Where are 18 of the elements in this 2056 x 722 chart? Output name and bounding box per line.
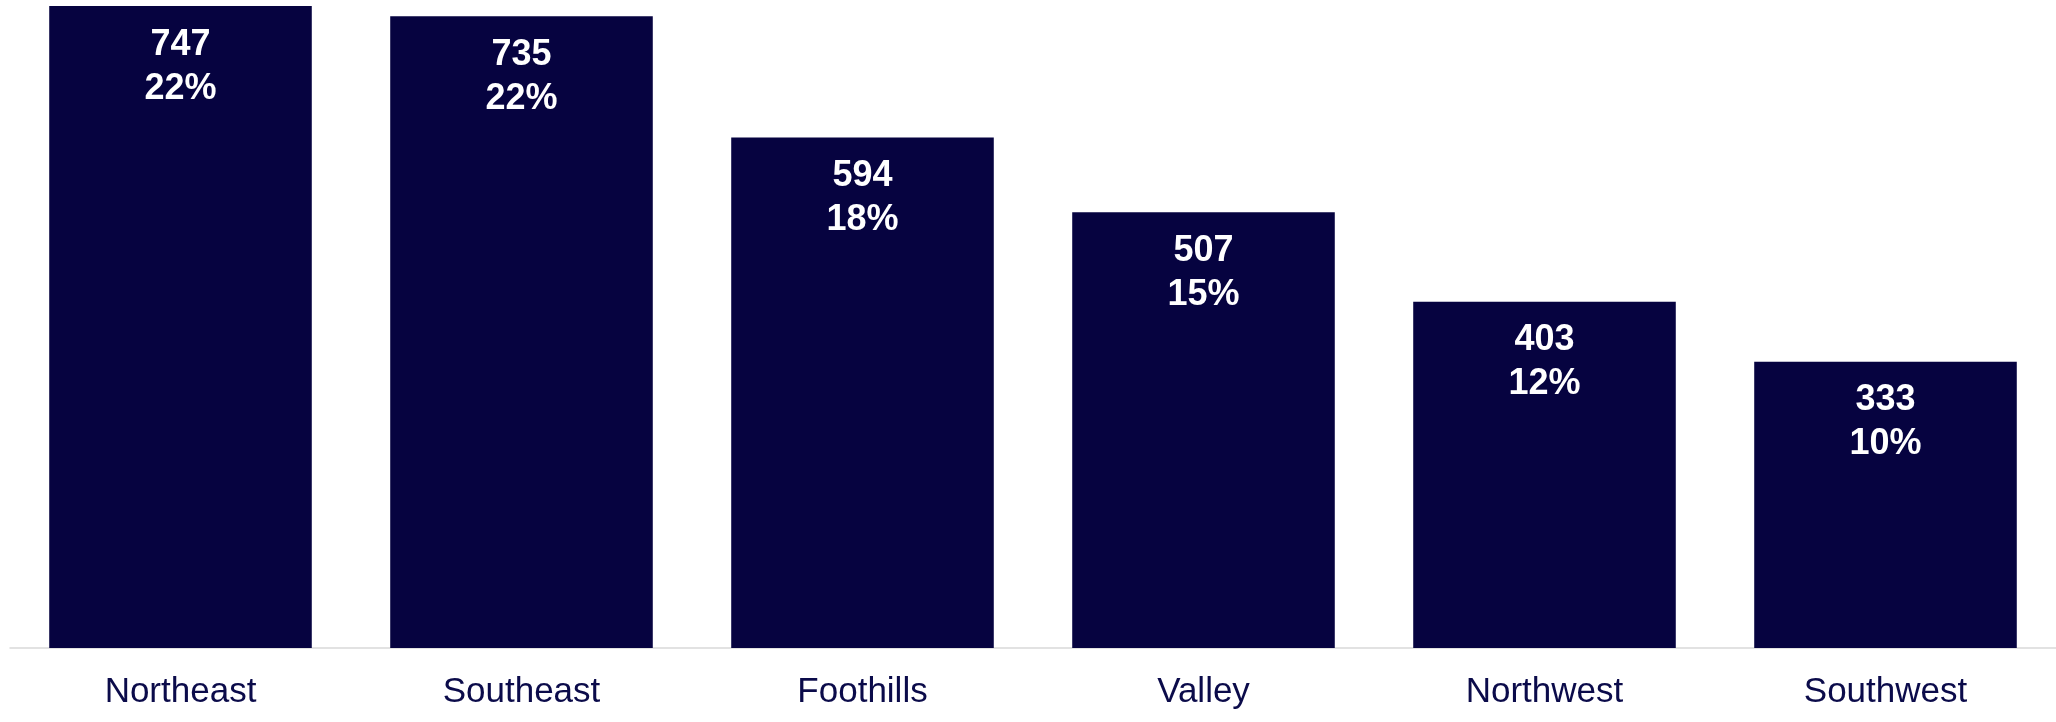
data-label: 403 12% — [1508, 317, 1581, 403]
data-label: 747 22% — [144, 21, 217, 107]
data-label: 594 18% — [826, 152, 899, 238]
x-tick-label: Southeast — [442, 670, 601, 709]
bar — [1413, 301, 1676, 648]
data-label: 735 22% — [485, 31, 558, 117]
data-label: 333 10% — [1849, 377, 1922, 463]
x-tick-label: Foothills — [797, 670, 928, 709]
bar — [731, 137, 994, 648]
x-tick-label: Valley — [1157, 670, 1251, 709]
x-tick-label: Northwest — [1465, 670, 1624, 709]
bar — [390, 16, 653, 648]
bar — [49, 6, 312, 648]
bar — [1754, 361, 2017, 648]
x-tick-label: Southwest — [1803, 670, 1968, 709]
data-label: 507 15% — [1167, 227, 1240, 313]
bar — [1072, 212, 1335, 648]
x-tick-label: Northeast — [104, 670, 257, 709]
